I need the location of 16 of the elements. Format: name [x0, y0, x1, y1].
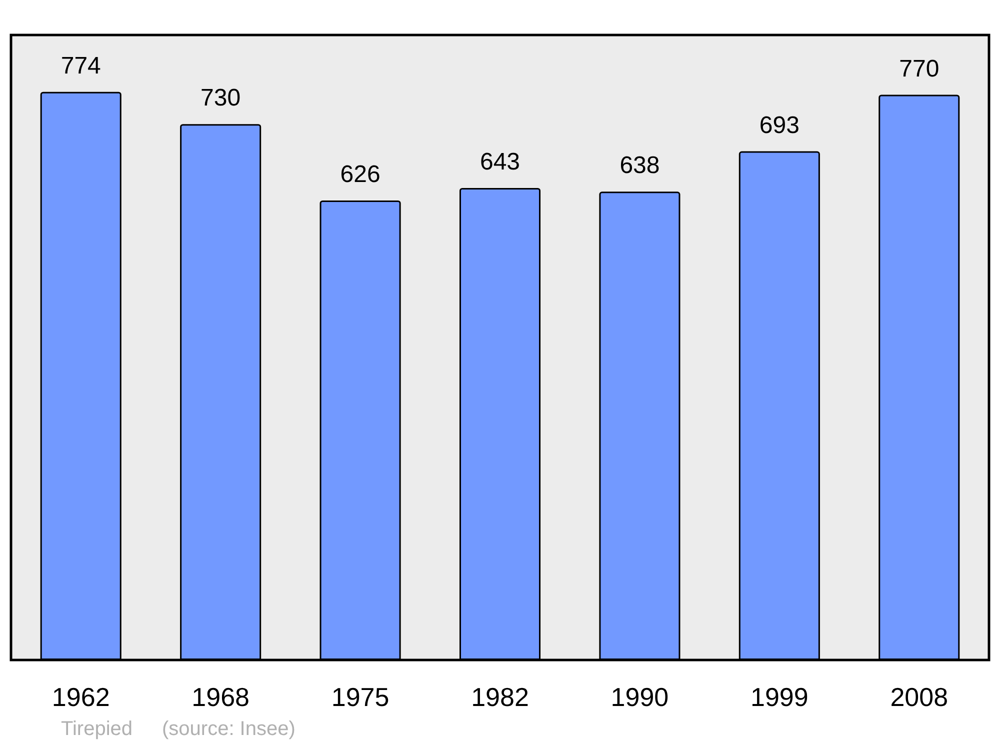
data-label: 730 [200, 84, 241, 112]
data-label: 638 [620, 152, 660, 180]
x-tick-label: 1975 [331, 682, 390, 712]
data-label: 774 [60, 52, 101, 80]
text: (source: Insee) [162, 718, 296, 740]
data-label: 626 [340, 160, 380, 188]
text: Tirepied [61, 718, 133, 740]
data-label: 693 [759, 112, 800, 139]
x-tick-label: 1962 [52, 682, 110, 712]
x-tick-label: 1968 [192, 682, 250, 712]
data-label: 643 [480, 148, 520, 176]
data-label: 770 [899, 55, 940, 82]
x-tick-label: 1982 [471, 682, 529, 712]
x-tick-label: 1999 [750, 682, 808, 712]
x-tick-label: 1990 [610, 682, 669, 712]
x-tick-label: 2008 [890, 682, 948, 712]
